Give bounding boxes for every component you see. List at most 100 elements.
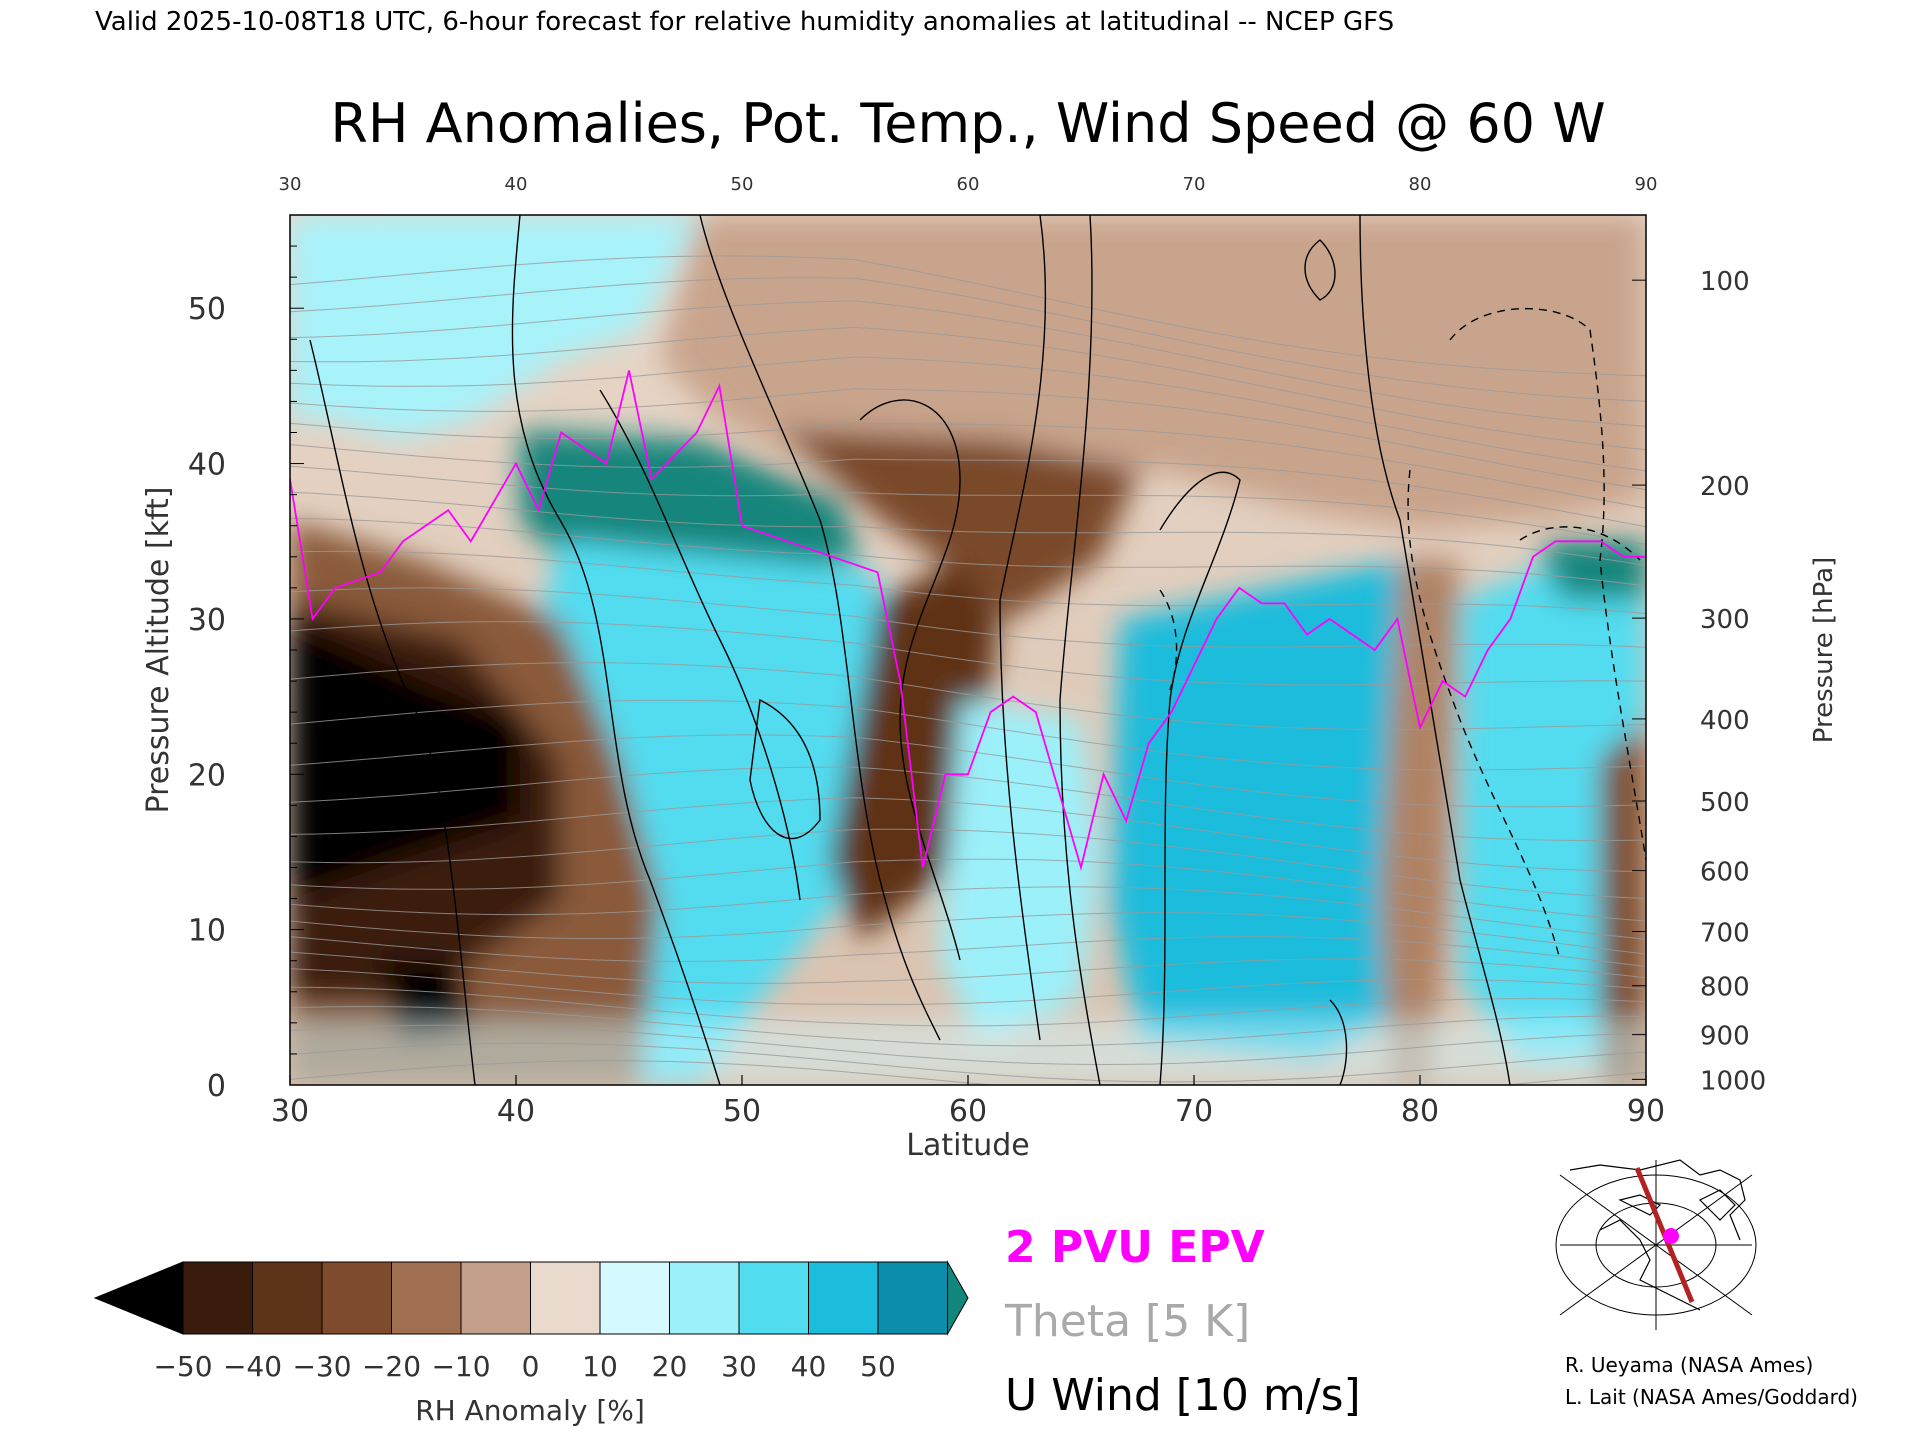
x-tick-label-top: 90: [1635, 174, 1658, 195]
theta-contour: [290, 936, 1646, 967]
y-tick-label: 20: [188, 758, 226, 793]
theta-contour: [290, 951, 1646, 984]
colorbar-cell: [321, 1261, 392, 1335]
colorbar-cell: [738, 1261, 809, 1335]
y-tick-label: 30: [188, 603, 226, 638]
x-tick-label: 80: [1401, 1094, 1439, 1129]
x-tick-label: 60: [949, 1094, 987, 1129]
theta-contour: [290, 388, 1646, 491]
x-axis-top: 30 40 50 60 70 80 90: [279, 174, 1658, 195]
pressure-axis: 100 200 300 400 500 600 700 800 900 1000: [1632, 267, 1766, 1096]
x-tick-label-top: 70: [1183, 174, 1206, 195]
pressure-tick-label: 800: [1700, 973, 1750, 1003]
pressure-tick-label: 600: [1700, 858, 1750, 888]
x-tick-label-top: 40: [505, 174, 528, 195]
x-tick-label: 40: [497, 1094, 535, 1129]
colorbar-tick-label: −30: [292, 1350, 351, 1383]
colorbar-under-triangle: [93, 1261, 184, 1335]
x-axis: 30 40 50 60 70 80 90: [271, 1075, 1665, 1129]
theta-contour: [290, 326, 1646, 451]
colorbar-over-triangle: [947, 1260, 969, 1336]
colorbar-cell: [460, 1261, 531, 1335]
x-tick-label-top: 30: [279, 174, 302, 195]
pressure-tick-label: 1000: [1700, 1066, 1766, 1096]
credit-line-2: L. Lait (NASA Ames/Goddard): [1565, 1385, 1858, 1409]
colorbar-label: RH Anomaly [%]: [415, 1394, 645, 1427]
y-tick-label: 10: [188, 914, 226, 949]
theta-contours: [290, 255, 1646, 1085]
colorbar-cell: [808, 1261, 879, 1335]
colorbar-tick-label: 50: [860, 1350, 896, 1383]
colorbar-tick-label: 30: [721, 1350, 757, 1383]
theta-contour: [290, 587, 1646, 648]
colorbar-cell: [530, 1261, 601, 1335]
x-tick-label: 90: [1627, 1094, 1665, 1129]
x-tick-label-top: 50: [731, 174, 754, 195]
theta-contour: [290, 986, 1646, 1027]
theta-contour: [290, 766, 1646, 842]
pressure-tick-label: 700: [1700, 919, 1750, 949]
theta-contour: [290, 1042, 1646, 1083]
theta-contour: [290, 277, 1646, 402]
colorbar-cell: [877, 1261, 948, 1335]
x-tick-label-top: 80: [1409, 174, 1432, 195]
theta-contour: [290, 912, 1646, 955]
theta-contour: [290, 550, 1646, 614]
legend-theta: Theta [5 K]: [1004, 1296, 1250, 1347]
y-axis: 0 10 20 30 40 50: [188, 245, 304, 1104]
pressure-tick-label: 300: [1700, 605, 1750, 635]
theta-contour: [290, 734, 1646, 808]
theta-contour: [290, 886, 1646, 940]
chart-title: RH Anomalies, Pot. Temp., Wind Speed @ 6…: [330, 92, 1605, 155]
theta-contour: [290, 968, 1646, 1005]
epv-2pvu-line: [290, 370, 1646, 871]
inset-map: [1555, 1159, 1757, 1330]
colorbar-cell: [391, 1261, 462, 1335]
colorbar-cell: [252, 1261, 323, 1335]
colorbar: −50 −40 −30 −20 −10 0 10 20 30 40 50: [93, 1260, 969, 1383]
colorbar-tick-label: −50: [153, 1350, 212, 1383]
theta-contour: [290, 300, 1646, 427]
legend-u-wind: U Wind [10 m/s]: [1005, 1370, 1361, 1421]
theta-contour: [290, 517, 1646, 587]
theta-contour: [290, 621, 1646, 686]
legend-epv: 2 PVU EPV: [1005, 1222, 1265, 1273]
x-tick-label: 70: [1175, 1094, 1213, 1129]
colorbar-cell: [182, 1261, 253, 1335]
colorbar-cell: [669, 1261, 740, 1335]
x-tick-label-top: 60: [957, 174, 980, 195]
colorbar-tick-label: 0: [522, 1350, 540, 1383]
colorbar-tick-label: −10: [431, 1350, 490, 1383]
pressure-tick-label: 400: [1700, 706, 1750, 736]
y-axis-label: Pressure Altitude [kft]: [141, 487, 176, 814]
plot-area: [290, 215, 1646, 1085]
colorbar-tick-label: 40: [791, 1350, 827, 1383]
y-tick-label: 40: [188, 448, 226, 483]
theta-contour: [290, 858, 1646, 922]
rh-field: [290, 215, 1646, 1085]
pressure-tick-label: 200: [1700, 472, 1750, 502]
pressure-axis-label: Pressure [hPa]: [1809, 557, 1839, 744]
pressure-tick-label: 100: [1700, 267, 1750, 297]
theta-contour: [290, 699, 1646, 771]
u-wind-contours: [309, 215, 1646, 1085]
map-graticule: [1555, 1160, 1757, 1330]
theta-contour: [290, 356, 1646, 472]
theta-contour: [290, 1024, 1646, 1066]
y-tick-label: 50: [188, 292, 226, 327]
theta-contour: [290, 797, 1646, 872]
theta-contour: [290, 422, 1646, 509]
pressure-tick-label: 900: [1700, 1022, 1750, 1052]
map-coastlines: [1569, 1159, 1746, 1311]
x-tick-label: 30: [271, 1094, 309, 1129]
theta-contour: [290, 828, 1646, 899]
colorbar-tick-label: 20: [652, 1350, 688, 1383]
x-axis-label: Latitude: [906, 1128, 1029, 1163]
colorbar-tick-label: −20: [362, 1350, 421, 1383]
location-marker: [1663, 1228, 1679, 1244]
pressure-tick-label: 500: [1700, 788, 1750, 818]
header-top-line: Valid 2025-10-08T18 UTC, 6-hour forecast…: [95, 7, 1394, 37]
theta-contour: [290, 491, 1646, 566]
credit-line-1: R. Ueyama (NASA Ames): [1565, 1353, 1813, 1377]
